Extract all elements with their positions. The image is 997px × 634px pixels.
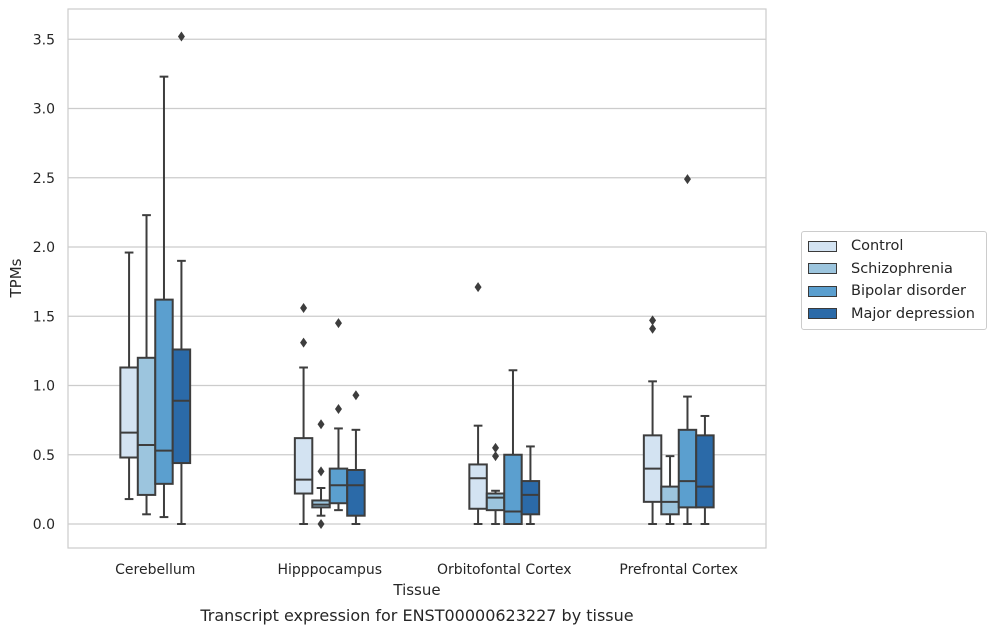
box-control xyxy=(119,251,139,501)
x-tick-label: Hipppocampus xyxy=(277,562,382,578)
outlier-point xyxy=(317,519,325,529)
box-iqr xyxy=(154,298,174,485)
outlier-point xyxy=(177,31,185,42)
legend: Control Schizophrenia Bipolar disorder Majo… xyxy=(801,231,987,330)
outlier-point xyxy=(492,442,500,453)
box-iqr xyxy=(485,492,506,512)
outlier-point xyxy=(317,466,325,477)
legend-label: Major depression xyxy=(851,305,975,322)
outlier-point xyxy=(334,404,342,415)
legend-item: Control xyxy=(802,235,986,258)
box-schizophrenia xyxy=(136,214,157,516)
outlier-point xyxy=(474,282,482,293)
box-major-depression xyxy=(695,414,715,525)
legend-item: Bipolar disorder xyxy=(802,280,986,303)
box-bipolar-disorder xyxy=(677,174,698,525)
y-tick-label: 0.0 xyxy=(33,517,55,533)
legend-label: Bipolar disorder xyxy=(851,283,966,300)
x-tick-label: Prefrontal Cortex xyxy=(619,562,738,578)
box-iqr xyxy=(119,366,139,459)
box-bipolar-disorder xyxy=(328,318,349,512)
legend-swatch xyxy=(808,308,837,320)
y-tick-label: 0.5 xyxy=(33,448,55,464)
x-tick-label: Orbitofontal Cortex xyxy=(437,562,572,578)
plot-frame xyxy=(67,8,767,549)
box-bipolar-disorder xyxy=(503,369,523,525)
x-axis-title: Tissue xyxy=(392,581,440,599)
y-tick-labels: 0.0 0.5 1.0 1.5 2.0 2.5 3.0 3.5 xyxy=(33,32,55,533)
outlier-point xyxy=(352,390,360,401)
outlier-point xyxy=(683,174,691,185)
box-iqr xyxy=(468,463,488,510)
y-tick-label: 3.0 xyxy=(33,102,55,118)
y-tick-label: 1.0 xyxy=(33,379,55,395)
legend-item: Schizophrenia xyxy=(802,258,986,281)
legend-swatch xyxy=(808,263,837,275)
box-iqr xyxy=(171,348,192,465)
legend-swatch xyxy=(808,240,837,252)
legend-item: Major depression xyxy=(802,303,986,326)
box-major-depression xyxy=(171,31,192,525)
y-tick-label: 1.5 xyxy=(33,309,55,325)
outlier-point xyxy=(317,419,325,430)
figure-caption: Transcript expression for ENST0000062322… xyxy=(200,606,634,625)
outlier-point xyxy=(492,451,500,462)
box-iqr xyxy=(660,485,680,516)
box-iqr xyxy=(136,356,157,496)
box-control xyxy=(293,302,314,525)
x-tick-labels: Cerebellum Hipppocampus Orbitofontal Corte… xyxy=(115,562,738,578)
box-iqr xyxy=(695,434,715,509)
box-bipolar-disorder xyxy=(154,75,174,519)
box-iqr xyxy=(520,480,541,516)
box-schizophrenia xyxy=(311,419,331,529)
box-major-depression xyxy=(346,390,366,525)
legend-label: Control xyxy=(851,238,904,255)
outlier-point xyxy=(649,323,657,334)
legend-label: Schizophrenia xyxy=(851,260,953,277)
x-tick-label: Cerebellum xyxy=(115,562,195,578)
y-tick-label: 2.5 xyxy=(33,171,55,187)
legend-swatch xyxy=(808,285,837,297)
box-iqr xyxy=(503,453,523,525)
box-major-depression xyxy=(520,445,541,525)
box-iqr xyxy=(346,468,366,517)
box-control xyxy=(642,315,663,525)
box-layer xyxy=(119,31,715,529)
box-schizophrenia xyxy=(660,455,680,525)
outlier-point xyxy=(300,337,308,348)
outlier-point xyxy=(334,318,342,329)
outlier-point xyxy=(300,302,308,313)
box-control xyxy=(468,282,488,525)
box-iqr xyxy=(293,437,314,495)
outlier-point xyxy=(649,315,657,326)
y-tick-label: 3.5 xyxy=(33,32,55,48)
y-axis-title: TPMs xyxy=(7,258,25,298)
y-tick-label: 2.0 xyxy=(33,240,55,256)
box-iqr xyxy=(677,428,698,509)
